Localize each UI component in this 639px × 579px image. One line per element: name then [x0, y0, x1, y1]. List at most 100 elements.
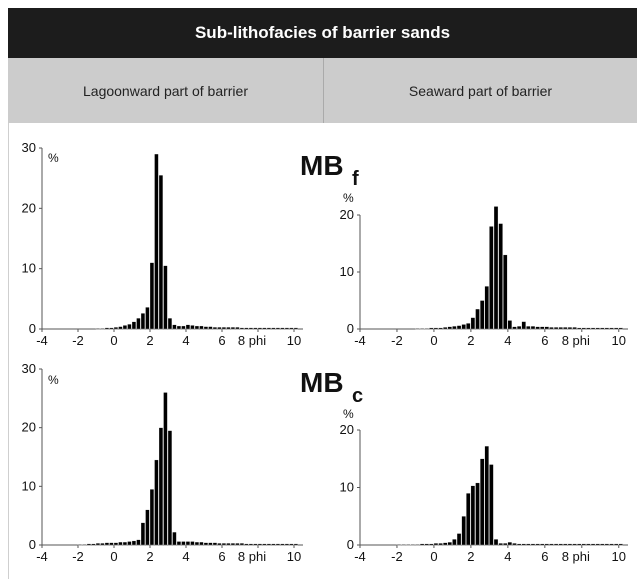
panel-1-y-tick-label: 20	[22, 200, 36, 215]
panel-4-y-tick-label: 10	[340, 480, 354, 495]
panel-3-bar	[109, 542, 114, 546]
panel-3-x-tick-label: 6	[218, 549, 225, 564]
panel-3-bar	[257, 543, 263, 546]
panel-1-bar	[262, 327, 267, 330]
panel-4-bar	[456, 533, 462, 546]
panel-2-bar	[429, 327, 434, 330]
panel-3-bar	[140, 522, 146, 546]
panel-1-bar	[271, 327, 276, 330]
panel-2-bar	[577, 327, 582, 330]
panel-2-bar	[581, 327, 586, 330]
panel-2-bar	[572, 327, 577, 330]
panel-4-bar	[530, 543, 536, 546]
panel-4-bar	[433, 543, 439, 546]
panel-4-bar	[526, 543, 531, 546]
panel-2-bar	[461, 324, 466, 330]
panel-4-bar	[443, 542, 448, 546]
panel-2-bar	[613, 327, 619, 330]
panel-1-x-tick-label: -2	[72, 333, 84, 348]
panel-2-bar	[498, 223, 503, 330]
panel-4-x-tick-label: 10	[612, 549, 626, 564]
panel-4-bar	[424, 543, 429, 546]
panel-1-bar	[104, 327, 110, 330]
panel-4-bar	[572, 543, 577, 546]
panel-1-x-tick-label: 4	[182, 333, 189, 348]
panel-1-bar	[136, 317, 141, 330]
panel-2-bar	[507, 320, 513, 330]
panel-4-bar	[577, 543, 582, 546]
panel-4-bar	[553, 543, 559, 546]
panel-1-bar	[212, 327, 218, 330]
panel-4-bar	[475, 482, 480, 546]
panel-4-y-axis-label: %	[343, 407, 354, 421]
panel-3-bar	[100, 543, 105, 546]
panel-1-bar	[100, 328, 105, 330]
panel-1-bar	[280, 327, 285, 330]
panel-4-bar	[516, 543, 522, 546]
panel-3-bar	[208, 542, 213, 546]
panel-4-bar	[479, 458, 485, 546]
panel-2-x-tick-label: -2	[391, 333, 403, 348]
panel-3-bar	[217, 543, 222, 546]
panel-4-bar	[604, 543, 610, 546]
panel-2-bar	[479, 300, 485, 330]
panel-4-bar	[540, 543, 545, 546]
panel-4-bar	[461, 516, 466, 546]
panel-1-bar	[176, 325, 182, 330]
panel-3-x-tick-label: -2	[72, 549, 84, 564]
panel-3-bar	[253, 543, 258, 546]
panel-3-bar	[77, 544, 83, 546]
panel-1-bar	[289, 327, 294, 330]
panel-2-bar	[470, 317, 476, 330]
panel-2-bar	[521, 321, 526, 330]
panel-4-bar	[503, 543, 508, 546]
panel-4-bar	[447, 541, 452, 546]
panel-3-x-tick-label: 2	[146, 549, 153, 564]
panel-2-bar	[530, 325, 536, 330]
panel-4-x-tick-label: 4	[504, 549, 511, 564]
panel-2-x-tick-label: 6	[541, 333, 548, 348]
panel-3-bar	[104, 542, 110, 546]
column-divider	[323, 58, 324, 123]
panel-2-bar	[415, 328, 420, 330]
panel-1-bar	[190, 325, 195, 330]
panel-3-bar	[190, 541, 195, 546]
panel-1-x-tick-label: 2	[146, 333, 153, 348]
panel-1-bar	[221, 327, 227, 330]
panel-3-bar	[262, 543, 267, 546]
panel-3-bar	[131, 540, 137, 546]
panel-4-bar	[396, 544, 402, 546]
panel-3-bar	[176, 541, 182, 546]
panel-2-bar	[484, 286, 489, 330]
panel-2-bar	[595, 327, 600, 330]
panel-3-y-axis-label: %	[48, 373, 59, 387]
row-label-mbc: MB c	[300, 367, 363, 407]
row-label-mbf: MB f	[300, 150, 359, 190]
panel-4-bar	[401, 544, 406, 546]
panel-4-x-tick-label: -4	[354, 549, 366, 564]
panel-3-bar	[149, 489, 155, 546]
row-label-mbf-sub: f	[352, 168, 359, 190]
panel-3-bar	[293, 543, 299, 546]
panel-1-x-tick-label: 0	[110, 333, 117, 348]
panel-2-bar	[466, 323, 471, 330]
panel-1-bar	[248, 327, 254, 330]
panel-3-y-tick-label: 30	[22, 361, 36, 376]
panel-1-x-tick-label: 10	[287, 333, 301, 348]
panel-3-bar	[136, 539, 141, 546]
panel-4-bar	[521, 543, 526, 546]
row-label-mbc-sub: c	[352, 385, 364, 407]
panel-1-bar	[113, 327, 119, 330]
panel-3-x-tick-label: 4	[182, 549, 189, 564]
panel-2-bar	[558, 327, 563, 330]
panel-3-y-tick-label: 10	[22, 478, 36, 493]
panel-4-bar	[590, 543, 596, 546]
panel-1-bar	[172, 324, 177, 330]
panel-3-bar	[86, 543, 92, 546]
panel-4-bar	[563, 543, 568, 546]
panel-1-bar	[185, 324, 191, 330]
panel-1-x-tick-label: 6	[218, 333, 225, 348]
panel-3-bar	[95, 543, 101, 546]
panel-2-x-tick-label: 0	[430, 333, 437, 348]
panel-1-bar	[149, 262, 155, 330]
